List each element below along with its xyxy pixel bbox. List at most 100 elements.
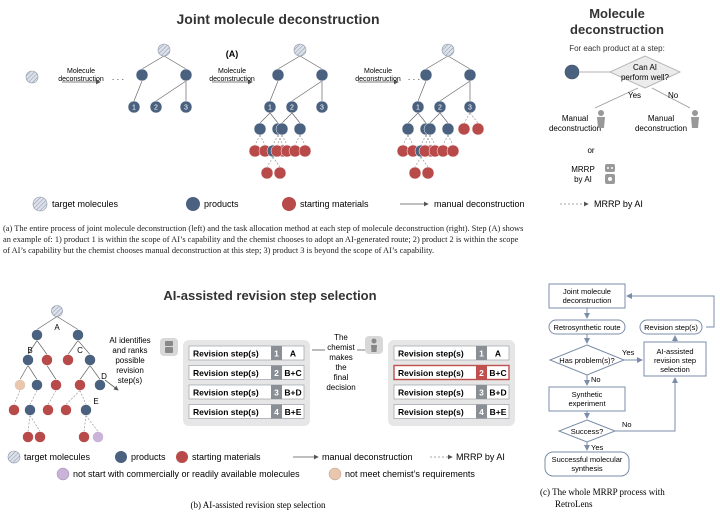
product-number: 2	[438, 105, 442, 112]
person-icon	[371, 338, 377, 352]
flow-success-no: No	[622, 420, 632, 429]
legend-target-icon	[7, 450, 21, 464]
starting-node	[42, 404, 54, 416]
right-product-node	[564, 64, 580, 80]
target-node	[51, 305, 63, 317]
caption-a-line2: an example of: 1) product 1 is within th…	[3, 235, 519, 244]
product-node	[22, 354, 34, 366]
revision-step-label: B	[27, 346, 32, 355]
tree-edge	[420, 156, 429, 168]
tree-edge	[439, 112, 449, 124]
revision-rank-badge	[271, 385, 282, 399]
caption-c-1: (c) The whole MRRP process with	[540, 487, 665, 497]
product-node	[179, 68, 193, 82]
flow-successful-2: synthesis	[571, 464, 603, 473]
revision-row-label: Revision step(s)	[193, 388, 259, 398]
ellipsis: · · ·	[112, 75, 124, 84]
revision-rank-badge	[476, 346, 487, 360]
tree-edge	[266, 156, 274, 168]
right-subtitle: For each product at a step:	[569, 44, 665, 53]
tree-edge	[417, 112, 427, 124]
revision-step-label: C	[77, 346, 83, 355]
chemist-3: makes	[329, 353, 353, 362]
flow-success: Success?	[571, 427, 604, 436]
revision-rank-badge	[271, 404, 282, 419]
revision-step: B+E	[490, 407, 507, 417]
revision-rank-badge	[476, 404, 487, 419]
starting-node	[34, 431, 46, 443]
revision-step-label: E	[93, 397, 98, 406]
starting-node	[298, 144, 312, 158]
bottom-legend: target molecules products starting mater…	[7, 450, 505, 481]
legend-product-icon	[115, 451, 127, 463]
tree-edge	[424, 134, 431, 146]
revision-list-chemist: Revision step(s) 1 A Revision step(s) 2 B+C Re…	[393, 345, 510, 419]
flow-joint-2: deconstruction	[563, 296, 612, 305]
manual-right-2: deconstruction	[635, 124, 687, 133]
tree-edge	[89, 365, 101, 380]
revision-rank: 4	[479, 407, 484, 417]
revision-rank: 2	[479, 368, 484, 378]
revision-rank-badge	[476, 365, 487, 380]
tree-edge	[281, 112, 293, 124]
revision-rank: 2	[274, 368, 279, 378]
tree-edge	[447, 55, 471, 70]
tree-edge	[420, 134, 427, 146]
flow-successful-1: Successful molecular	[552, 455, 623, 464]
legend-b-manual: manual deconstruction	[322, 452, 413, 462]
product-node	[293, 122, 307, 136]
starting-node	[8, 404, 20, 416]
tree-edge	[414, 156, 422, 168]
starting-node	[78, 431, 90, 443]
tree-edge	[79, 365, 91, 380]
product-node	[401, 122, 415, 136]
tree-edge	[407, 134, 414, 146]
ai-identify-block: AI identifies and ranks possible revisio…	[104, 336, 178, 391]
right-panel: Molecule deconstruction For each product…	[549, 6, 699, 184]
caption-a-line3: of AI’s capability but the chemist choos…	[3, 246, 434, 255]
tree-edge	[294, 134, 301, 146]
tree-edge	[442, 134, 449, 146]
product-node	[463, 68, 477, 82]
product-node	[72, 329, 84, 341]
product-node	[253, 122, 267, 136]
robot-icon	[605, 164, 615, 184]
product-node	[315, 100, 329, 114]
flow-ai-2: revision step	[654, 356, 696, 365]
product-node	[271, 68, 285, 82]
tree-edge	[79, 390, 87, 405]
starting-node	[408, 166, 422, 180]
mrrp-2: by AI	[574, 175, 592, 184]
product-node	[149, 100, 163, 114]
mrrp-1: MRRP	[571, 165, 595, 174]
tree-edge	[155, 80, 187, 102]
revision-row-label: Revision step(s)	[193, 407, 259, 417]
target-node	[25, 70, 39, 84]
chemist-6: decision	[326, 383, 355, 392]
legend-b-products: products	[131, 452, 166, 462]
tree-edge	[272, 156, 281, 168]
chemist-2: chemist	[327, 343, 355, 352]
manual-right-1: Manual	[648, 114, 674, 123]
tree-edge	[19, 365, 29, 380]
flow-synthetic-box	[548, 386, 626, 412]
legend-peach-icon	[328, 467, 342, 481]
flow-joint-1: Joint molecule	[563, 287, 611, 296]
legend-starting: starting materials	[300, 199, 369, 209]
question-1: Can AI	[633, 63, 657, 72]
starting-node	[74, 379, 86, 391]
product-node	[84, 354, 96, 366]
revision-step: A	[290, 349, 296, 359]
tree-edge	[83, 415, 87, 432]
flow-yes: Yes	[622, 348, 634, 357]
yes-label: Yes	[628, 91, 641, 100]
right-title-1: Molecule	[589, 6, 645, 21]
unavailable-node	[92, 431, 104, 443]
tree-edge	[36, 340, 48, 355]
legend-purple-icon	[56, 467, 70, 481]
flow-ai-1: AI-assisted	[656, 347, 693, 356]
tree-edge	[13, 390, 21, 405]
revision-row-label: Revision step(s)	[398, 388, 464, 398]
product-number: 2	[154, 105, 158, 112]
